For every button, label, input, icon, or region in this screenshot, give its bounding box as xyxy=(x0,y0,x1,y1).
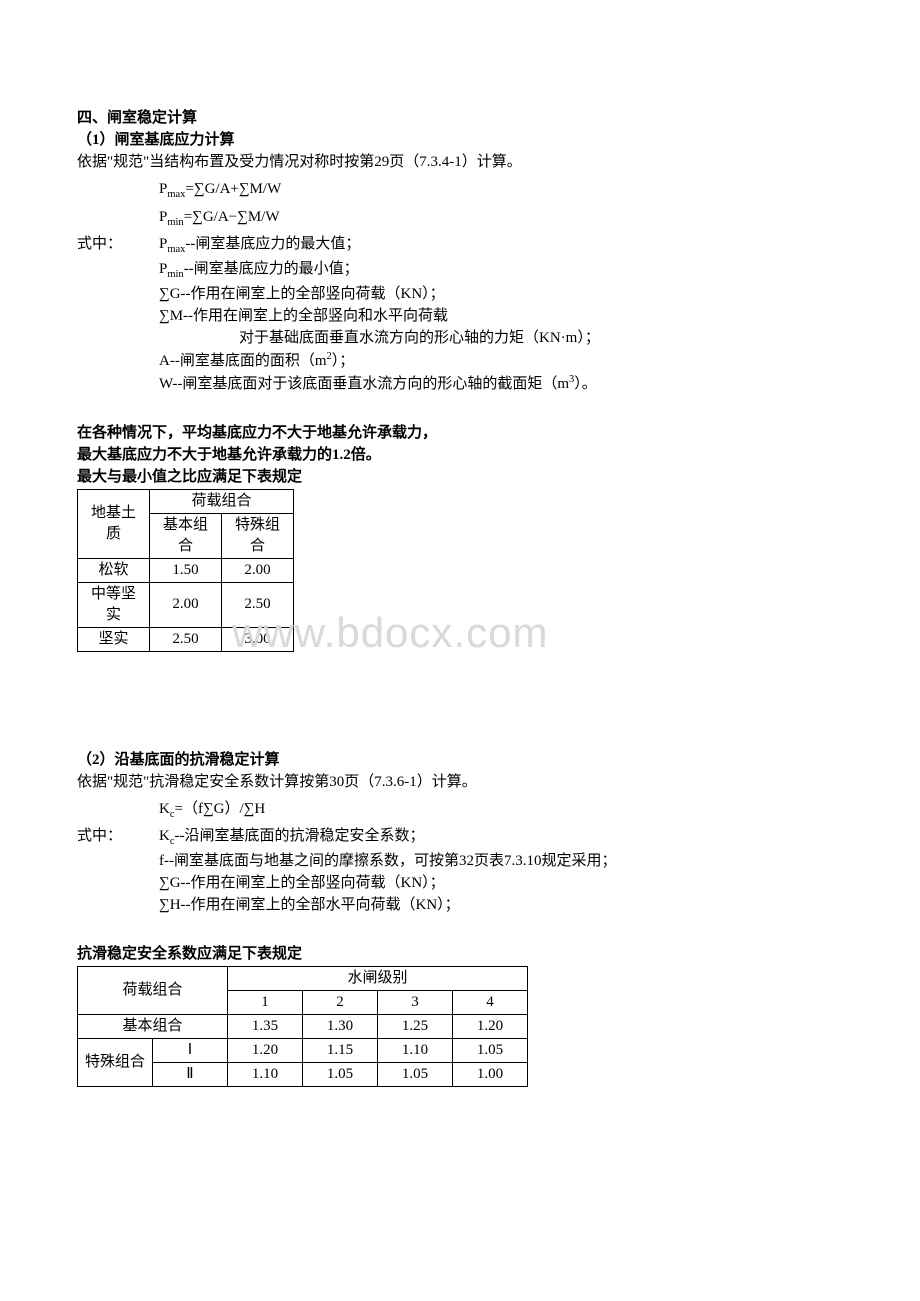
def-pmax-post: --闸室基底应力的最大值； xyxy=(185,236,360,252)
subsection-2-heading: （2）沿基底面的抗滑稳定计算 xyxy=(77,750,843,771)
def-w: W--闸室基底面对于该底面垂直水流方向的形心轴的截面矩（m3）。 xyxy=(77,373,843,395)
def-a-post: ）； xyxy=(332,353,355,369)
t2-s1-1: 1.15 xyxy=(303,1039,378,1063)
subsection-1-heading: （1）闸室基底应力计算 xyxy=(77,130,843,151)
safety-table: 荷载组合 水闸级别 1 2 3 4 基本组合 1.35 1.30 1.25 1.… xyxy=(77,966,528,1087)
where-label-2: 式中： xyxy=(77,826,159,850)
rule-2: 最大基底应力不大于地基允许承载力的1.2倍。 xyxy=(77,445,843,466)
def-sg: ∑G--作用在闸室上的全部竖向荷载（KN）； xyxy=(77,284,843,305)
table-row: 坚实 2.50 3.00 xyxy=(78,627,294,651)
t2-h-load: 荷载组合 xyxy=(78,967,228,1015)
def-a: A--闸室基底面的面积（m2）； xyxy=(77,350,843,372)
pmax-sub: max xyxy=(167,189,185,200)
def-pmax: Pmax--闸室基底应力的最大值； xyxy=(159,234,843,258)
formula-kc: Kc=（f∑G）/∑H xyxy=(77,799,843,823)
formula-pmin: Pmin=∑G/A−∑M/W xyxy=(77,207,843,231)
def-kc-pre: K xyxy=(159,828,170,844)
t1-h1: 地基土质 xyxy=(78,489,150,558)
t1-r0c1: 1.50 xyxy=(150,558,222,582)
def-sm1: ∑M--作用在闸室上的全部竖向和水平向荷载 xyxy=(77,306,843,327)
kc-lhs: K xyxy=(159,801,170,817)
pmax-rhs: =∑G/A+∑M/W xyxy=(185,181,281,197)
t2-s1-0: 1.20 xyxy=(228,1039,303,1063)
where-line-2: 式中： Kc--沿闸室基底面的抗滑稳定安全系数； xyxy=(77,826,843,850)
def-pmin-post: --闸室基底应力的最小值； xyxy=(184,261,359,277)
def-sm2: 对于基础底面垂直水流方向的形心轴的力矩（KN·m）； xyxy=(77,328,843,349)
t1-r2c2: 3.00 xyxy=(222,627,294,651)
rule-1: 在各种情况下，平均基底应力不大于地基允许承载力， xyxy=(77,423,843,444)
t2-s2-1: 1.05 xyxy=(303,1063,378,1087)
t2-g3: 3 xyxy=(378,991,453,1015)
sub1-intro: 依据"规范"当结构布置及受力情况对称时按第29页（7.3.4-1）计算。 xyxy=(77,152,843,173)
t1-r0c0: 松软 xyxy=(78,558,150,582)
t2-s2-0: 1.10 xyxy=(228,1063,303,1087)
table-row: 中等坚实 2.00 2.50 xyxy=(78,582,294,627)
formula-pmax: Pmax=∑G/A+∑M/W xyxy=(77,179,843,203)
t2-b0: 1.35 xyxy=(228,1015,303,1039)
def-w-pre: W--闸室基底面对于该底面垂直水流方向的形心轴的截面矩（m xyxy=(159,376,569,392)
def-kc: Kc--沿闸室基底面的抗滑稳定安全系数； xyxy=(159,826,843,850)
pmin-sub: min xyxy=(167,217,183,228)
t2-basic-label: 基本组合 xyxy=(78,1015,228,1039)
def-pmax-sub: max xyxy=(167,244,185,255)
rule-4: 抗滑稳定安全系数应满足下表规定 xyxy=(77,944,843,965)
t2-g4: 4 xyxy=(453,991,528,1015)
where-label: 式中： xyxy=(77,234,159,258)
t2-sp2-label: Ⅱ xyxy=(153,1063,228,1087)
t2-s2-2: 1.05 xyxy=(378,1063,453,1087)
def-kc-post: --沿闸室基底面的抗滑稳定安全系数； xyxy=(175,828,425,844)
table-row: 荷载组合 水闸级别 xyxy=(78,967,528,991)
where-line-1: 式中： Pmax--闸室基底应力的最大值； xyxy=(77,234,843,258)
t1-sh1: 基本组合 xyxy=(150,513,222,558)
t2-s1-3: 1.05 xyxy=(453,1039,528,1063)
t2-g1: 1 xyxy=(228,991,303,1015)
t2-sp1-label: Ⅰ xyxy=(153,1039,228,1063)
table-row: 地基土质 荷载组合 xyxy=(78,489,294,513)
rule-3: 最大与最小值之比应满足下表规定 xyxy=(77,467,843,488)
table-row: 松软 1.50 2.00 xyxy=(78,558,294,582)
def-pmin-sub: min xyxy=(167,269,183,280)
t1-r1c1: 2.00 xyxy=(150,582,222,627)
def-w-post: ）。 xyxy=(574,376,597,392)
def-a-pre: A--闸室基底面的面积（m xyxy=(159,353,327,369)
table-row: 特殊组合 Ⅰ 1.20 1.15 1.10 1.05 xyxy=(78,1039,528,1063)
t1-r2c0: 坚实 xyxy=(78,627,150,651)
t2-h-grade: 水闸级别 xyxy=(228,967,528,991)
t2-b3: 1.20 xyxy=(453,1015,528,1039)
def-f: f--闸室基底面与地基之间的摩擦系数，可按第32页表7.3.10规定采用； xyxy=(77,851,843,872)
t2-b1: 1.30 xyxy=(303,1015,378,1039)
ratio-table: 地基土质 荷载组合 基本组合 特殊组合 松软 1.50 2.00 中等坚实 2.… xyxy=(77,489,294,652)
t1-h2: 荷载组合 xyxy=(150,489,294,513)
kc-rhs: =（f∑G）/∑H xyxy=(175,801,266,817)
t2-sp-label: 特殊组合 xyxy=(78,1039,153,1087)
t2-g2: 2 xyxy=(303,991,378,1015)
t1-r0c2: 2.00 xyxy=(222,558,294,582)
table-row: 基本组合 1.35 1.30 1.25 1.20 xyxy=(78,1015,528,1039)
pmin-rhs: =∑G/A−∑M/W xyxy=(184,209,280,225)
t1-sh2: 特殊组合 xyxy=(222,513,294,558)
t1-r1c0: 中等坚实 xyxy=(78,582,150,627)
t2-s1-2: 1.10 xyxy=(378,1039,453,1063)
def-sh: ∑H--作用在闸室上的全部水平向荷载（KN）； xyxy=(77,895,843,916)
def-sg2: ∑G--作用在闸室上的全部竖向荷载（KN）； xyxy=(77,873,843,894)
t1-r2c1: 2.50 xyxy=(150,627,222,651)
t2-s2-3: 1.00 xyxy=(453,1063,528,1087)
sub2-intro: 依据"规范"抗滑稳定安全系数计算按第30页（7.3.6-1）计算。 xyxy=(77,772,843,793)
t2-b2: 1.25 xyxy=(378,1015,453,1039)
t1-r1c2: 2.50 xyxy=(222,582,294,627)
section-heading: 四、闸室稳定计算 xyxy=(77,108,843,129)
def-pmin: Pmin--闸室基底应力的最小值； xyxy=(77,259,843,283)
